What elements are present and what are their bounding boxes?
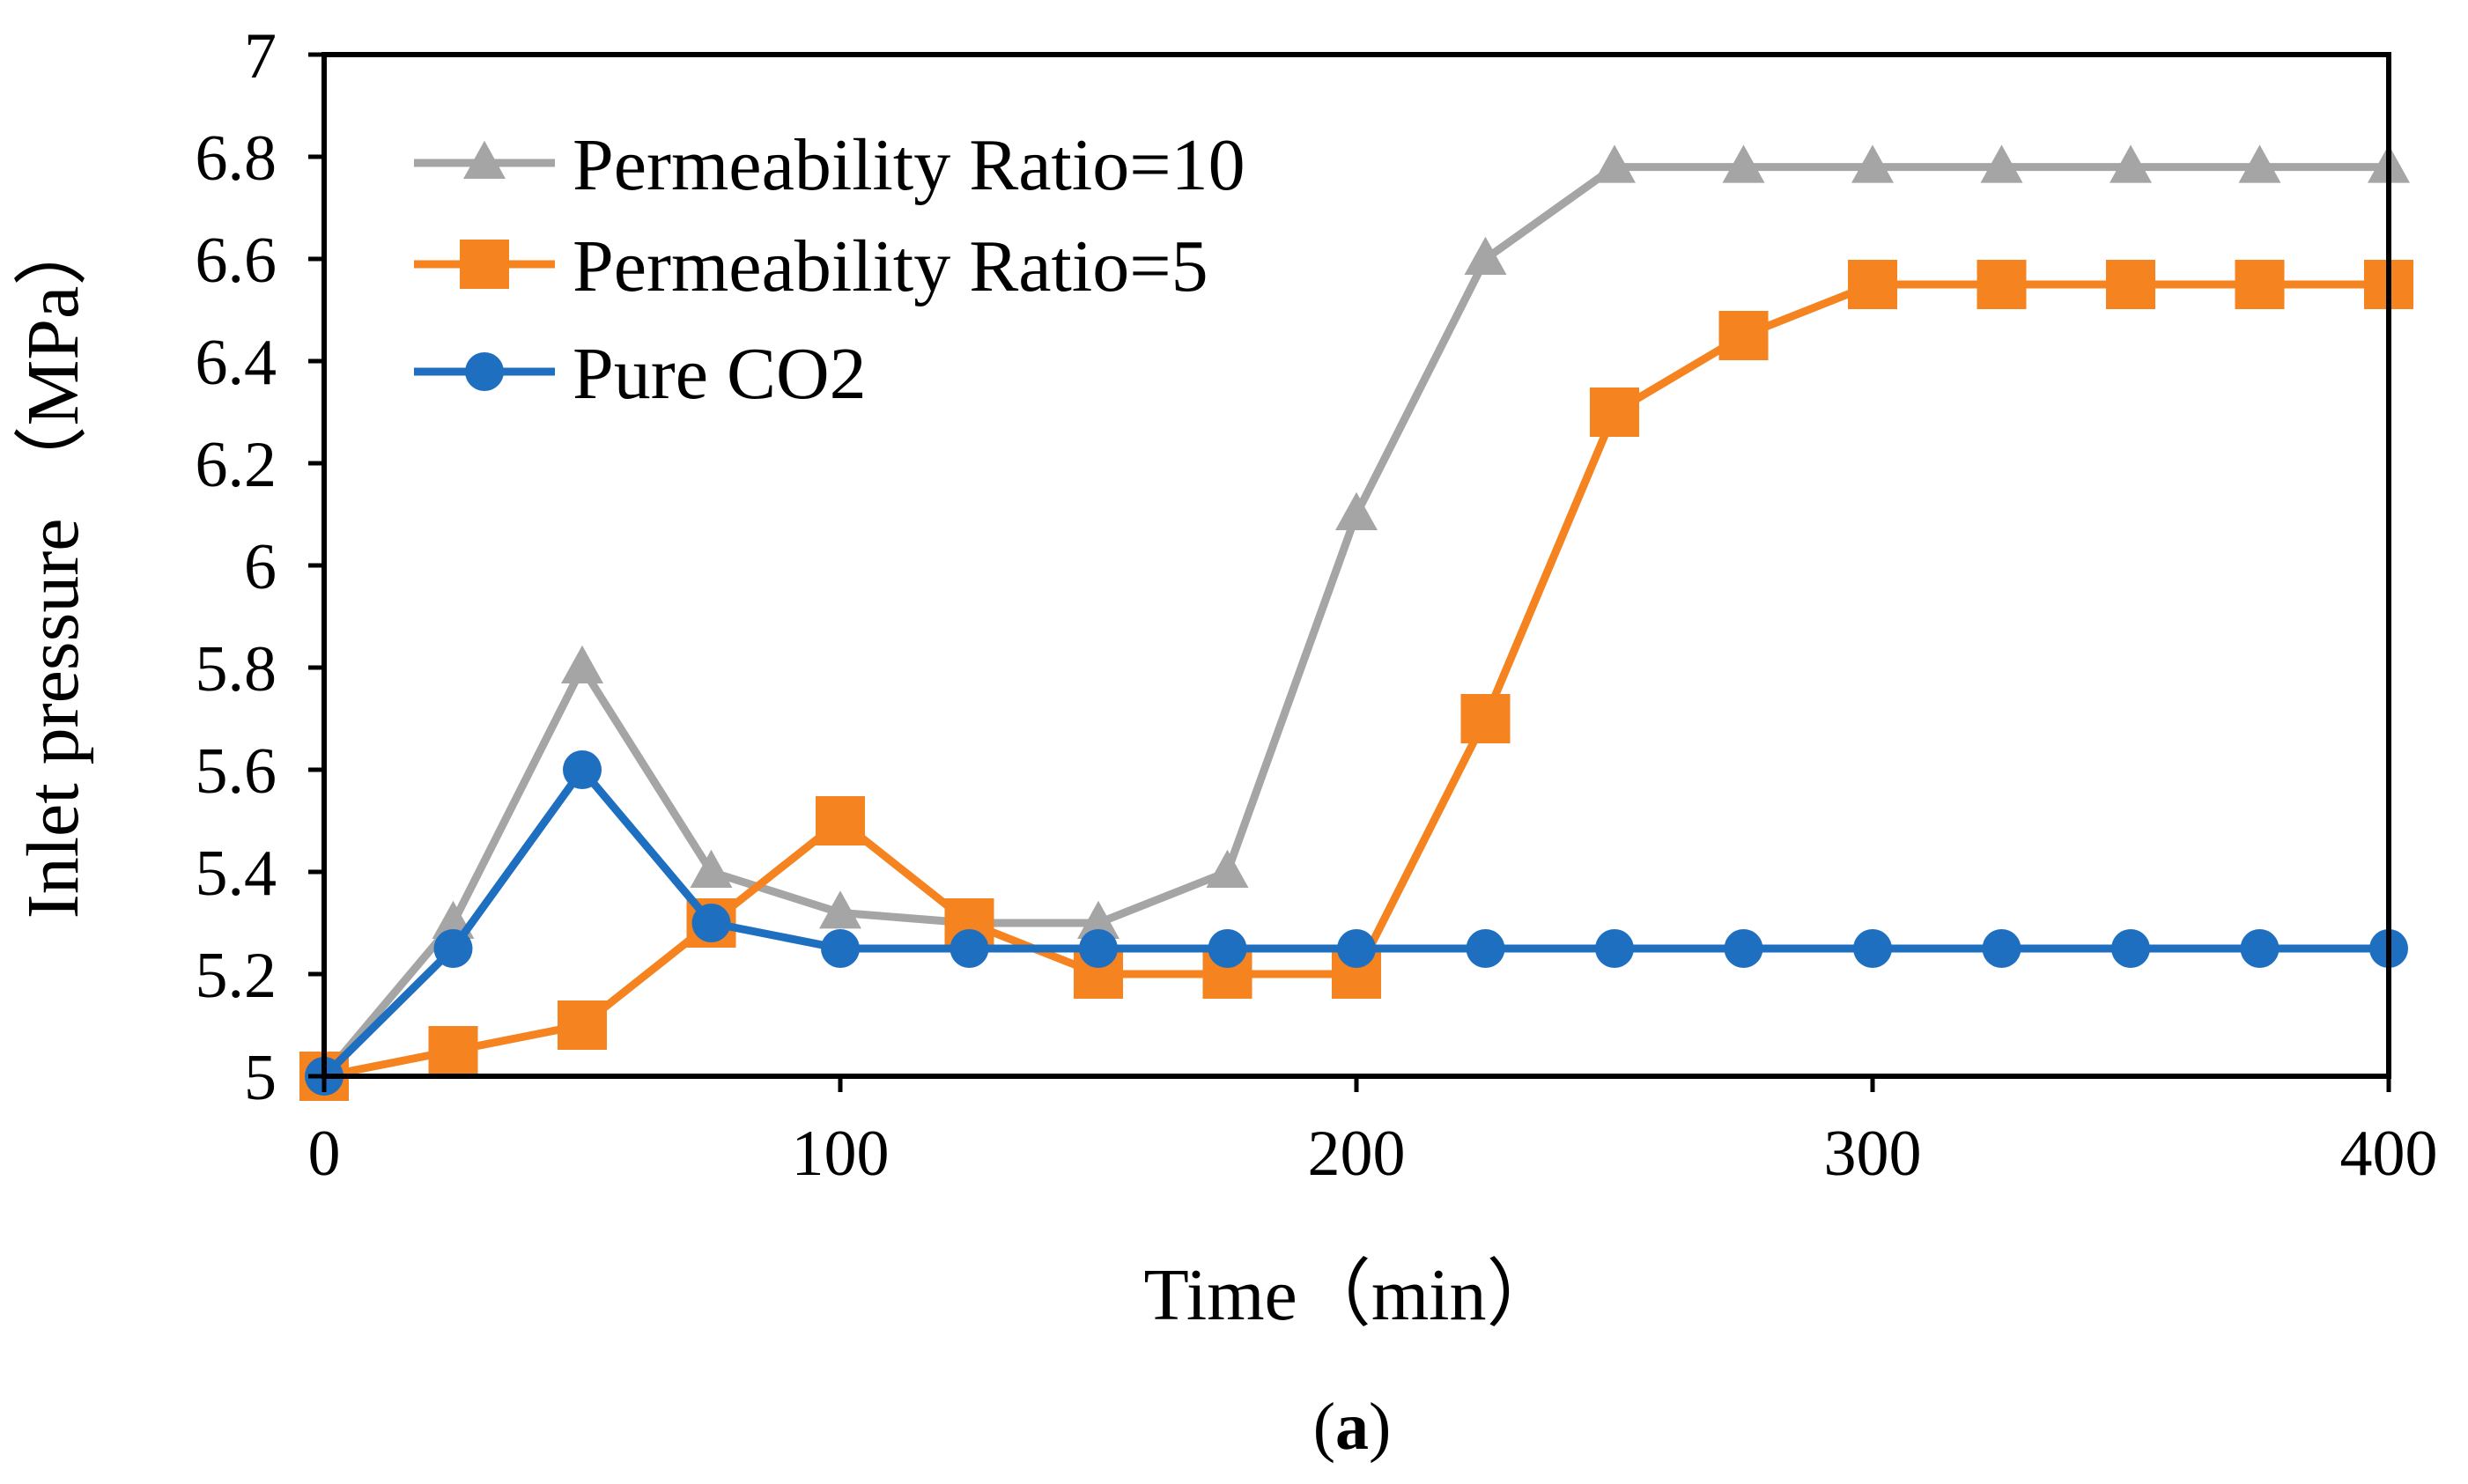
data-point	[2238, 144, 2281, 183]
x-tick-label: 100	[792, 1118, 890, 1190]
x-tick-label: 400	[2340, 1118, 2438, 1190]
data-point	[1466, 929, 1505, 968]
figure-caption: (a)	[1313, 1390, 1392, 1464]
data-point	[433, 929, 473, 968]
x-tick-label: 200	[1308, 1118, 1406, 1190]
data-point	[1724, 929, 1763, 968]
data-point	[1079, 929, 1118, 968]
plot-frame	[321, 52, 2391, 1079]
data-point	[1208, 929, 1247, 968]
data-point	[1595, 929, 1634, 968]
data-point	[563, 750, 602, 789]
y-tick-label: 5.4	[196, 838, 277, 910]
legend-label: Pure CO2	[573, 333, 867, 415]
y-tick-label: 5.2	[196, 940, 277, 1012]
series-layer	[299, 144, 2413, 1101]
y-tick-label: 6.8	[196, 122, 277, 195]
data-point	[2106, 260, 2155, 309]
x-tick-label: 300	[1824, 1118, 1922, 1190]
data-point	[1848, 260, 1897, 309]
legend-marker	[460, 240, 509, 289]
legend-label: Permeability Ratio=5	[573, 225, 1208, 307]
data-point	[2235, 260, 2285, 309]
y-tick-label: 5	[244, 1042, 277, 1114]
data-point	[1337, 929, 1376, 968]
x-tick-label: 0	[308, 1118, 341, 1190]
data-point	[2240, 929, 2280, 968]
x-axis-title: Time（min）	[1144, 1254, 1561, 1336]
data-point	[1590, 388, 1639, 437]
data-point	[1853, 929, 1892, 968]
legend-marker	[465, 352, 504, 391]
legend-item: Permeability Ratio=10	[414, 124, 1245, 206]
series-1	[303, 144, 2410, 1092]
y-tick-label: 6.4	[196, 327, 277, 399]
y-tick-label: 7	[244, 20, 277, 92]
legend-item: Permeability Ratio=5	[414, 225, 1208, 307]
caption-letter: a	[1335, 1390, 1369, 1464]
y-axis-ticks: 5 5.2 5.4 5.6 5.8 6 6.2 6.4 6.6 6.8 7	[196, 20, 324, 1114]
data-point	[558, 1000, 607, 1050]
data-point	[1980, 144, 2023, 183]
y-tick-label: 6.2	[196, 429, 277, 501]
data-point	[428, 1026, 478, 1075]
data-point	[1460, 694, 1511, 743]
legend-item: Pure CO2	[414, 333, 867, 415]
y-tick-label: 6	[244, 531, 277, 603]
data-point	[1335, 491, 1378, 530]
data-point	[2110, 144, 2152, 183]
data-point	[1718, 311, 1769, 360]
y-tick-label: 6.6	[196, 225, 277, 297]
data-point	[1722, 144, 1765, 183]
series-3	[305, 750, 2408, 1096]
caption-close: )	[1369, 1390, 1391, 1464]
data-point	[1977, 260, 2027, 309]
data-point	[950, 929, 989, 968]
data-point	[816, 796, 865, 845]
y-axis-title: Inlet pressure （MPa）	[12, 212, 94, 919]
series-line	[321, 765, 2389, 1080]
data-point	[561, 645, 603, 683]
caption-open: (	[1313, 1390, 1335, 1464]
y-tick-label: 5.6	[196, 735, 277, 808]
data-point	[690, 849, 733, 888]
legend: Permeability Ratio=10 Permeability Ratio=…	[414, 124, 1245, 415]
data-point	[1851, 144, 1894, 183]
series-2	[299, 260, 2413, 1101]
data-point	[1206, 849, 1249, 888]
data-point	[819, 890, 861, 929]
data-point	[1982, 929, 2021, 968]
legend-marker	[463, 140, 506, 179]
data-point	[821, 929, 860, 968]
data-point	[1077, 900, 1119, 939]
data-point	[691, 904, 731, 942]
y-tick-label: 5.8	[196, 633, 277, 705]
data-point	[1593, 144, 1636, 183]
x-axis-ticks: 0 100 200 300 400	[308, 1076, 2438, 1190]
legend-label: Permeability Ratio=10	[573, 124, 1245, 206]
data-point	[2111, 929, 2150, 968]
data-point	[1464, 236, 1507, 275]
